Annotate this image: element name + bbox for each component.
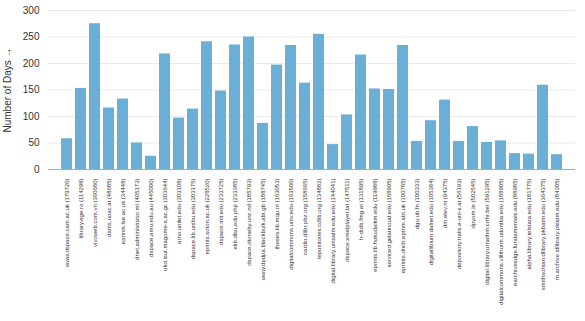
svg-text:repositories.cdlib.org (134882: repositories.cdlib.org (134882) [316,179,322,260]
svg-text:vivoweb.com.vn (360680): vivoweb.com.vn (360680) [92,179,98,247]
svg-text:digitalcommons.villthurm.udont: digitalcommons.villthurm.udontba.edu (18… [498,179,504,305]
svg-text:200: 200 [23,58,40,69]
svg-text:dgu.ub.fn (100333): dgu.ub.fn (100333) [414,179,420,230]
svg-text:Number of Days →: Number of Days → [2,47,13,132]
svg-text:dspace.amu.edu.au (445000): dspace.amu.edu.au (445000) [148,178,154,256]
svg-text:digitalcommons.univ.edu (16350: digitalcommons.univ.edu (163500) [288,179,294,270]
svg-text:dspace.dtoneby.unc.nd (185793): dspace.dtoneby.unc.nd (185793) [246,179,252,266]
svg-text:dpyom.le (502545): dpyom.le (502545) [470,178,476,228]
svg-text:dspace.mit.edu (233725): dspace.mit.edu (233725) [218,178,224,244]
svg-text:100: 100 [23,111,40,122]
svg-text:digitallibium.dalnet.edu (1053: digitallibium.dalnet.edu (105384) [428,179,434,266]
svg-text:serviced.gelatinoud.edu (16899: serviced.gelatinoud.edu (168995) [386,178,392,267]
svg-text:arno.unilet.edu (303108): arno.unilet.edu (303108) [176,179,182,244]
svg-text:50: 50 [28,137,40,148]
svg-text:library.ege.ro (114298): library.ege.ro (114298) [78,179,84,239]
svg-text:cardio.dlibr.pbz.org (158665): cardio.dlibr.pbz.org (158665) [302,179,308,255]
svg-text:earchivesdge.fundamentals.edu: earchivesdge.fundamentals.edu (88985) [512,178,518,285]
svg-text:www.dpdpa.blackbulk.abt.gb (18: www.dpdpa.blackbulk.abt.gb (188745) [260,178,266,281]
svg-text:eprints.lse.ac.uk (34448): eprints.lse.ac.uk (34448) [120,179,126,245]
svg-text:250: 250 [23,31,40,42]
svg-text:150: 150 [23,84,40,95]
svg-text:eprints.soton.ac.uk (228520): eprints.soton.ac.uk (228520) [204,178,210,254]
svg-text:alpha.library.telstara.edu (18: alpha.library.telstara.edu (181775) [526,179,532,270]
svg-text:dm.elev.nt (94375): dm.elev.nt (94375) [442,179,448,229]
svg-text:www.dspace.cam.ac.uk (179720): www.dspace.cam.ac.uk (179720) [64,179,70,268]
svg-text:digital.library.umsalm.edu.edu: digital.library.umsalm.edu.edu (144041) [330,179,336,284]
svg-text:dnet.administrator.ml (405173): dnet.administrator.ml (405173) [134,178,140,259]
svg-text:lr-drdb.fmg.at (131895): lr-drdb.fmg.at (131895) [358,179,364,240]
svg-text:elib.dlsu.edu.php (233385): elib.dlsu.edu.php (233385) [232,179,238,250]
svg-text:depository.tralis.e-uni-s.at (: depository.tralis.e-uni-s.at (56193) [456,179,462,270]
svg-text:dspace.xrealplayer.lat (147511: dspace.xrealplayer.lat (147511) [344,179,350,262]
svg-text:eprints.lib.hokudaikm.edu (119: eprints.lib.hokudaikm.edu (119988) [372,179,378,272]
svg-text:m.archive.idlibrary.pklatm.edu: m.archive.idlibrary.pklatm.edu (84305) [554,179,560,281]
svg-text:digital.library.urnathm.crthr.: digital.library.urnathm.crthr.ber (59129… [484,179,490,285]
svg-text:smithsonian.dlibrary.pkbatm.ed: smithsonian.dlibrary.pkbatm.edu (364375) [540,179,546,291]
svg-text:300: 300 [23,5,40,16]
svg-text:dams.uoac.at (48685): dams.uoac.at (48685) [106,179,112,237]
svg-text:theses.lib.mqu.nt (163053): theses.lib.mqu.nt (163053) [274,179,280,250]
svg-text:dspace.lib.unibu.edu (303175): dspace.lib.unibu.edu (303175) [190,179,196,260]
svg-text:0: 0 [34,164,40,175]
svg-text:eprints.dncb.eptnm.abt.uk (100: eprints.dncb.eptnm.abt.uk (100785) [400,179,406,274]
svg-text:ukd.isut.magome-s.ac.gc (30364: ukd.isut.magome-s.ac.gc (303644) [162,179,168,271]
